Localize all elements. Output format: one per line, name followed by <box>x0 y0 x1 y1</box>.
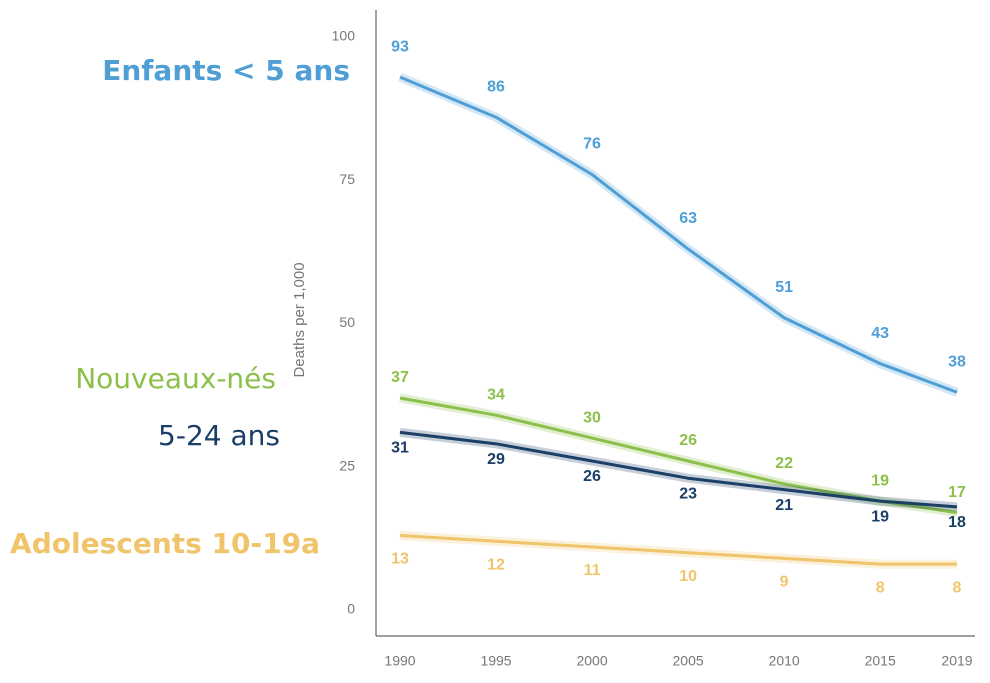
x-tick-label: 2019 <box>941 653 972 669</box>
line <box>399 430 958 509</box>
line-band <box>398 72 959 397</box>
data-label: 63 <box>679 210 697 227</box>
data-label: 43 <box>871 325 889 342</box>
data-label: 11 <box>584 562 601 579</box>
x-tick-label: 2000 <box>576 653 607 669</box>
y-tick-label: 75 <box>339 171 355 187</box>
data-label: 9 <box>780 574 789 591</box>
series-name: Enfants < 5 ans <box>102 54 350 87</box>
data-label: 21 <box>775 497 793 514</box>
x-tick-label: 1990 <box>384 653 415 669</box>
series-name: Nouveaux-nés <box>75 362 276 395</box>
series-name: 5-24 ans <box>158 419 280 452</box>
x-tick-label: 2005 <box>673 653 704 669</box>
data-label: 26 <box>583 468 601 485</box>
data-label: 38 <box>948 353 966 370</box>
data-label: 8 <box>953 579 962 596</box>
data-label: 26 <box>679 432 697 449</box>
data-label: 8 <box>876 579 885 596</box>
data-label: 22 <box>775 455 793 472</box>
data-label: 34 <box>487 386 505 403</box>
data-label: 86 <box>487 78 505 95</box>
data-label: 10 <box>679 568 697 585</box>
data-label: 31 <box>391 440 409 457</box>
y-tick-label: 25 <box>339 457 355 473</box>
data-label: 17 <box>948 484 966 501</box>
line <box>399 534 957 566</box>
data-label: 29 <box>487 451 505 468</box>
y-tick-label: 50 <box>339 314 355 330</box>
y-axis-label: Deaths per 1,000 <box>291 262 308 377</box>
data-label: 19 <box>871 472 889 489</box>
data-label: 23 <box>679 485 697 502</box>
data-label: 93 <box>391 38 409 55</box>
data-label: 13 <box>391 551 409 568</box>
x-tick-label: 1995 <box>480 653 511 669</box>
line <box>399 75 958 394</box>
series-name: Adolescents 10-19a <box>10 527 320 560</box>
y-tick-label: 100 <box>332 28 356 44</box>
data-label: 51 <box>775 279 793 296</box>
data-label: 12 <box>487 556 505 573</box>
y-tick-label: 0 <box>347 601 355 617</box>
data-label: 19 <box>871 508 889 525</box>
data-label: 76 <box>583 136 601 153</box>
data-label: 37 <box>391 369 409 386</box>
data-label: 18 <box>948 514 966 531</box>
data-label: 30 <box>583 409 601 426</box>
x-tick-label: 2010 <box>769 653 800 669</box>
x-tick-label: 2015 <box>865 653 896 669</box>
